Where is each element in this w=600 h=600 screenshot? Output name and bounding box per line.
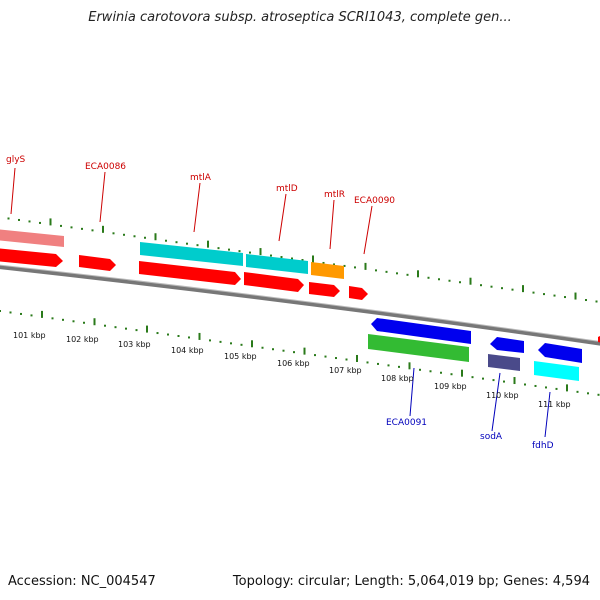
outer-tick-ring bbox=[7, 217, 598, 303]
cds-mtlR-arrow[interactable] bbox=[309, 282, 340, 297]
cds-fdhD-arrow[interactable] bbox=[538, 343, 582, 363]
cds-mtlA-arrow[interactable] bbox=[139, 261, 241, 285]
gene-fdhD-bar[interactable] bbox=[534, 361, 579, 381]
forward-cds-row2 bbox=[0, 248, 368, 300]
gene-glyS-bar[interactable] bbox=[0, 229, 64, 247]
cds-ECA0086-arrow[interactable] bbox=[79, 255, 116, 271]
forward-labels: glyS ECA0086 mtlA mtlD mtlR ECA0090 bbox=[6, 155, 395, 255]
inner-tick-ring bbox=[0, 310, 600, 396]
label-mtlR[interactable]: mtlR bbox=[324, 190, 345, 200]
kbp-label: 105 kbp bbox=[224, 352, 257, 361]
kbp-label: 108 kbp bbox=[381, 374, 414, 383]
accession-text: Accession: NC_004547 bbox=[8, 574, 156, 589]
kbp-label: 111 kbp bbox=[538, 400, 571, 409]
label-mtlD[interactable]: mtlD bbox=[276, 184, 298, 194]
gene-mtlA-bar[interactable] bbox=[140, 242, 243, 266]
gene-mtlD-bar[interactable] bbox=[246, 254, 308, 274]
gene-ECA0091-bar[interactable] bbox=[368, 334, 469, 362]
genome-backbone bbox=[0, 265, 600, 346]
label-glyS[interactable]: glyS bbox=[6, 155, 26, 165]
kbp-label: 107 kbp bbox=[329, 366, 362, 375]
kbp-label: 110 kbp bbox=[486, 391, 519, 400]
gene-sodA-bar[interactable] bbox=[488, 354, 520, 371]
label-ECA0086[interactable]: ECA0086 bbox=[85, 162, 126, 172]
kbp-label: 102 kbp bbox=[66, 335, 99, 344]
kbp-label: 109 kbp bbox=[434, 382, 467, 391]
genome-backbone-highlight bbox=[0, 264, 600, 343]
reverse-labels: ECA0091 sodA fdhD bbox=[386, 367, 554, 451]
label-ECA0091[interactable]: ECA0091 bbox=[386, 418, 427, 428]
kbp-label: 103 kbp bbox=[118, 340, 151, 349]
label-fdhD[interactable]: fdhD bbox=[532, 441, 554, 451]
cds-sodA-arrow[interactable] bbox=[490, 337, 524, 353]
cds-mtlD-arrow[interactable] bbox=[244, 272, 304, 292]
topology-text: Topology: circular; Length: 5,064,019 bp… bbox=[232, 574, 590, 589]
reverse-genes bbox=[368, 318, 600, 381]
label-ECA0090[interactable]: ECA0090 bbox=[354, 196, 395, 206]
kbp-label: 104 kbp bbox=[171, 346, 204, 355]
kbp-label: 106 kbp bbox=[277, 359, 310, 368]
label-sodA[interactable]: sodA bbox=[480, 432, 503, 442]
cds-ECA0090-arrow[interactable] bbox=[349, 286, 368, 300]
forward-genes-row1 bbox=[0, 229, 344, 279]
kbp-label: 101 kbp bbox=[13, 331, 46, 340]
label-mtlA[interactable]: mtlA bbox=[190, 173, 212, 183]
map-title: Erwinia carotovora subsp. atroseptica SC… bbox=[88, 10, 512, 25]
cds-ECA0091-arrow[interactable] bbox=[371, 318, 471, 344]
kbp-labels: 101 kbp 102 kbp 103 kbp 104 kbp 105 kbp … bbox=[13, 331, 571, 409]
gene-mtlR-bar[interactable] bbox=[311, 262, 344, 279]
cds-glyS-arrow[interactable] bbox=[0, 248, 63, 267]
